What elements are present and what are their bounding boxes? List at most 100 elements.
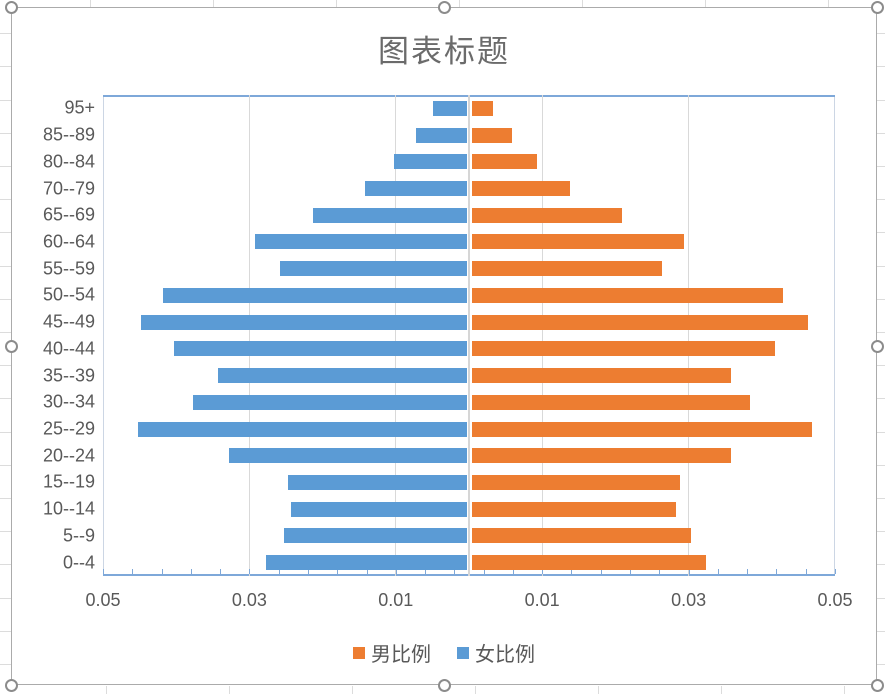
category-axis[interactable]: 95+ 85--89 80--84 70--79 65--69 60--64 55--59 5…	[0, 0, 95, 694]
bar-female-15--19[interactable]	[287, 474, 467, 490]
selection-handle-top-right[interactable]	[870, 0, 884, 14]
bar-female-30--34[interactable]	[192, 394, 467, 410]
bar-male-35--39[interactable]	[471, 368, 732, 384]
worksheet-row-line	[0, 498, 11, 499]
bar-male-45--49[interactable]	[471, 314, 809, 330]
category-label-0--4[interactable]: 0--4	[62, 552, 95, 573]
bar-female-95+[interactable]	[432, 100, 467, 116]
bar-female-70--79[interactable]	[364, 181, 467, 197]
value-axis-label[interactable]: 0.01	[524, 590, 560, 610]
category-label-55--59[interactable]: 55--59	[42, 258, 95, 279]
worksheet-row-line	[877, 598, 885, 599]
legend[interactable]: 男比例 女比例	[11, 638, 877, 667]
major-gridline	[688, 95, 690, 576]
legend-swatch	[353, 646, 365, 659]
bar-female-5--9[interactable]	[284, 528, 467, 544]
selection-handle-mid-left[interactable]	[4, 339, 18, 353]
bar-female-85--89[interactable]	[415, 127, 467, 143]
bar-male-25--29[interactable]	[471, 421, 812, 437]
category-label-5--9[interactable]: 5--9	[62, 525, 95, 546]
category-label-10--14[interactable]: 10--14	[42, 498, 95, 519]
axis-minor-tick	[366, 569, 368, 574]
bar-male-80--84[interactable]	[471, 154, 538, 170]
category-label-35--39[interactable]: 35--39	[42, 365, 95, 386]
value-axis-label[interactable]: 0.03	[671, 590, 707, 610]
legend-item-男比例[interactable]: 男比例	[353, 638, 431, 667]
legend-item-女比例[interactable]: 女比例	[457, 638, 535, 667]
bar-female-60--64[interactable]	[254, 234, 467, 250]
plot-right-border	[834, 95, 835, 576]
bar-female-25--29[interactable]	[137, 421, 467, 437]
value-axis-label[interactable]: 0.05	[817, 590, 853, 610]
value-axis-label[interactable]: 0.01	[378, 590, 414, 610]
axis-minor-tick	[161, 569, 163, 574]
category-label-50--54[interactable]: 50--54	[42, 284, 95, 305]
worksheet-row-line	[0, 232, 11, 233]
bar-female-50--54[interactable]	[163, 287, 467, 303]
category-label-45--49[interactable]: 45--49	[42, 311, 95, 332]
category-label-40--44[interactable]: 40--44	[42, 338, 95, 359]
bar-male-50--54[interactable]	[471, 287, 783, 303]
selection-handle-bottom-center[interactable]	[437, 678, 451, 692]
category-label-95+[interactable]: 95+	[64, 97, 95, 118]
value-axis-label[interactable]: 0.05	[85, 590, 121, 610]
category-label-20--24[interactable]: 20--24	[42, 445, 95, 466]
worksheet-row-line	[877, 531, 885, 532]
bar-male-30--34[interactable]	[471, 394, 750, 410]
bar-female-20--24[interactable]	[229, 448, 467, 464]
selection-handle-top-left[interactable]	[4, 0, 18, 14]
worksheet-row-line	[0, 398, 11, 399]
plot-area[interactable]	[103, 95, 836, 576]
category-label-70--79[interactable]: 70--79	[42, 178, 95, 199]
category-label-85--89[interactable]: 85--89	[42, 124, 95, 145]
bar-male-85--89[interactable]	[471, 127, 512, 143]
major-gridline	[395, 95, 397, 576]
worksheet-column-line	[459, 0, 460, 7]
axis-minor-tick	[805, 569, 807, 574]
category-label-30--34[interactable]: 30--34	[42, 391, 95, 412]
bar-male-60--64[interactable]	[471, 234, 684, 250]
worksheet-row-line	[877, 398, 885, 399]
axis-minor-tick	[571, 569, 573, 574]
bar-female-80--84[interactable]	[393, 154, 467, 170]
worksheet-column-line	[229, 686, 230, 694]
bar-female-55--59[interactable]	[280, 261, 467, 277]
category-label-65--69[interactable]: 65--69	[42, 204, 95, 225]
bar-female-35--39[interactable]	[218, 368, 467, 384]
selection-handle-bottom-right[interactable]	[870, 678, 884, 692]
bar-female-0--4[interactable]	[265, 555, 467, 571]
value-axis-label[interactable]: 0.03	[231, 590, 267, 610]
bar-female-65--69[interactable]	[313, 207, 467, 223]
axis-minor-tick	[747, 569, 749, 574]
bar-male-0--4[interactable]	[471, 555, 706, 571]
worksheet-row-line	[0, 432, 11, 433]
bar-female-45--49[interactable]	[141, 314, 467, 330]
axis-minor-tick	[776, 569, 778, 574]
bar-male-65--69[interactable]	[471, 207, 622, 223]
bar-male-20--24[interactable]	[471, 448, 732, 464]
bar-male-55--59[interactable]	[471, 261, 662, 277]
category-label-25--29[interactable]: 25--29	[42, 418, 95, 439]
category-label-60--64[interactable]: 60--64	[42, 231, 95, 252]
selection-handle-top-center[interactable]	[437, 0, 451, 14]
bar-male-70--79[interactable]	[471, 181, 571, 197]
bar-male-15--19[interactable]	[471, 474, 681, 490]
axis-minor-tick	[600, 569, 602, 574]
worksheet-column-line	[106, 686, 107, 694]
bar-male-5--9[interactable]	[471, 528, 692, 544]
plot-left-border	[103, 95, 104, 576]
chart-title[interactable]: 图表标题	[378, 34, 510, 69]
bar-male-40--44[interactable]	[471, 341, 776, 357]
bar-female-40--44[interactable]	[174, 341, 467, 357]
selection-handle-mid-right[interactable]	[870, 339, 884, 353]
bar-female-10--14[interactable]	[291, 501, 467, 517]
selection-handle-bottom-left[interactable]	[4, 678, 18, 692]
worksheet-row-line	[877, 664, 885, 665]
bar-male-10--14[interactable]	[471, 501, 677, 517]
bar-male-95+[interactable]	[471, 100, 494, 116]
category-label-80--84[interactable]: 80--84	[42, 151, 95, 172]
worksheet-row-line	[877, 332, 885, 333]
axis-minor-tick	[512, 569, 514, 574]
category-label-15--19[interactable]: 15--19	[42, 471, 95, 492]
worksheet-column-line	[721, 686, 722, 694]
